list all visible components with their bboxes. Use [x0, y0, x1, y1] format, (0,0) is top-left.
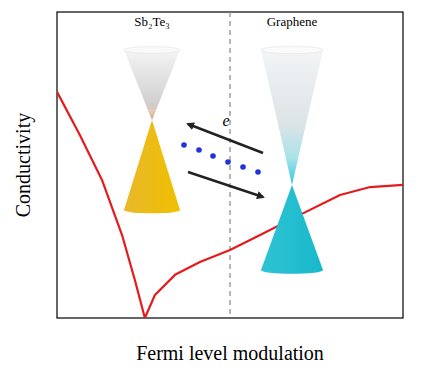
conductivity-curve — [57, 92, 403, 318]
upper-cone — [124, 50, 180, 120]
upper-cone — [261, 50, 323, 185]
filled-states — [147, 108, 157, 120]
electron — [181, 142, 187, 148]
plot-area — [57, 92, 403, 318]
lower-cone — [124, 120, 180, 210]
cone-bottom — [124, 207, 180, 214]
arrow-right — [188, 172, 263, 197]
electron — [240, 164, 246, 170]
chart: Sb₂Te₃ Graphene e Fermi level modulation Con… — [0, 0, 422, 374]
electron-label: e — [222, 112, 229, 129]
divider — [229, 12, 230, 318]
fermi-surface — [147, 107, 157, 108]
cone-bottom — [261, 266, 323, 273]
electron — [225, 159, 231, 165]
electron — [210, 153, 216, 159]
lower-cone — [261, 185, 323, 270]
sb2te3-label: Sb₂Te₃ — [134, 14, 170, 29]
plot-frame — [57, 12, 403, 318]
cone-top — [261, 46, 323, 53]
y-axis-label: Conductivity — [12, 113, 35, 217]
x-axis-label: Fermi level modulation — [136, 342, 324, 364]
electron — [255, 169, 261, 175]
electron — [196, 147, 202, 153]
cone-top — [124, 47, 180, 54]
graphene-label: Graphene — [267, 14, 318, 29]
